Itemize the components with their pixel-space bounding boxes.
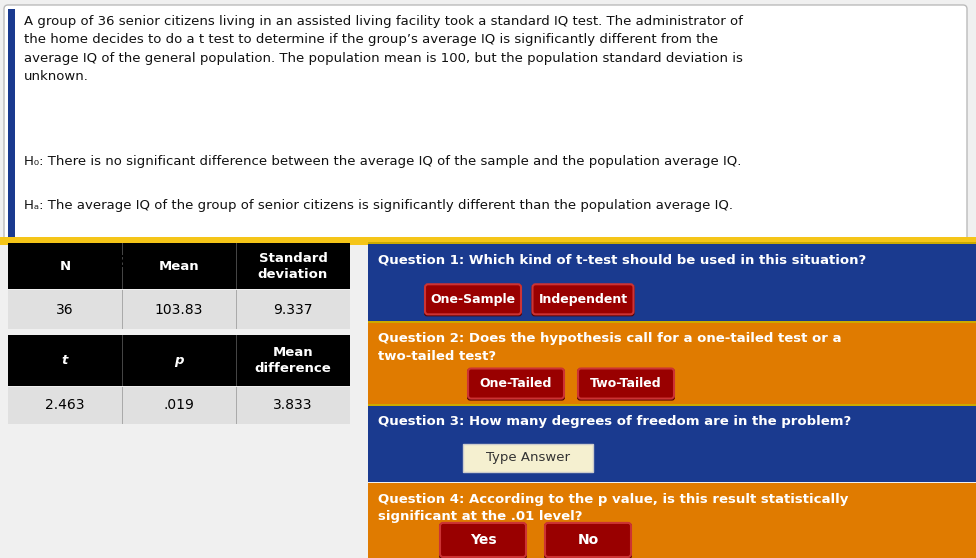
Bar	[368, 242, 976, 244]
FancyBboxPatch shape	[544, 523, 632, 558]
Text: .019: .019	[164, 398, 194, 412]
Text: 36: 36	[57, 303, 74, 317]
Bar	[368, 243, 976, 321]
Bar	[235, 243, 236, 289]
Text: One-Sample: One-Sample	[430, 293, 515, 306]
FancyBboxPatch shape	[545, 523, 631, 557]
Text: Question 3: How many degrees of freedom are in the problem?: Question 3: How many degrees of freedom …	[378, 415, 851, 427]
FancyBboxPatch shape	[532, 284, 634, 316]
Bar	[8, 243, 350, 289]
Text: Descriptive Statistics: Descriptive Statistics	[14, 255, 197, 270]
FancyBboxPatch shape	[424, 284, 522, 316]
Text: No: No	[578, 533, 598, 547]
Text: 103.83: 103.83	[155, 303, 203, 317]
Text: Mean: Mean	[159, 259, 199, 273]
FancyBboxPatch shape	[578, 368, 674, 398]
Text: t: t	[61, 354, 68, 367]
Text: Mean
difference: Mean difference	[255, 346, 332, 375]
Bar	[0, 237, 976, 245]
Text: 3.833: 3.833	[273, 398, 312, 412]
Text: Standard
deviation: Standard deviation	[258, 252, 328, 281]
Text: t Test: t Test	[14, 339, 61, 354]
Text: A group of 36 senior citizens living in an assisted living facility took a stand: A group of 36 senior citizens living in …	[24, 15, 743, 84]
Bar	[8, 9, 15, 237]
Text: p: p	[175, 354, 183, 367]
Text: N: N	[60, 259, 70, 273]
Bar	[368, 323, 976, 403]
Bar	[235, 335, 236, 386]
Bar	[368, 405, 976, 482]
Bar	[121, 290, 123, 329]
Bar	[463, 444, 593, 472]
Bar	[121, 335, 123, 386]
Bar	[8, 290, 350, 329]
FancyBboxPatch shape	[425, 284, 521, 314]
Text: Hₐ: The average IQ of the group of senior citizens is significantly different th: Hₐ: The average IQ of the group of senio…	[24, 199, 733, 212]
FancyBboxPatch shape	[468, 368, 564, 398]
Text: One-Tailed: One-Tailed	[480, 377, 552, 390]
FancyBboxPatch shape	[467, 368, 565, 401]
FancyBboxPatch shape	[577, 368, 675, 401]
Text: H₀: There is no significant difference between the average IQ of the sample and : H₀: There is no significant difference b…	[24, 155, 742, 168]
Text: Type Answer: Type Answer	[486, 451, 570, 464]
Text: Independent: Independent	[539, 293, 628, 306]
Bar	[235, 290, 236, 329]
Bar	[368, 403, 976, 406]
Text: Question 4: According to the p value, is this result statistically
significant a: Question 4: According to the p value, is…	[378, 493, 848, 523]
Bar	[368, 483, 976, 558]
FancyBboxPatch shape	[4, 5, 967, 240]
Text: Question 2: Does the hypothesis call for a one-tailed test or a
two-tailed test?: Question 2: Does the hypothesis call for…	[378, 333, 841, 363]
Text: Two-Tailed: Two-Tailed	[590, 377, 662, 390]
Bar	[8, 335, 350, 386]
Text: Yes: Yes	[469, 533, 497, 547]
Bar	[121, 387, 123, 424]
Text: 2.463: 2.463	[45, 398, 85, 412]
FancyBboxPatch shape	[440, 523, 526, 557]
Bar	[368, 321, 976, 324]
FancyBboxPatch shape	[533, 284, 633, 314]
Bar	[8, 387, 350, 424]
Bar	[235, 387, 236, 424]
Text: 9.337: 9.337	[273, 303, 312, 317]
Text: Question 1: Which kind of t-test should be used in this situation?: Question 1: Which kind of t-test should …	[378, 253, 867, 266]
FancyBboxPatch shape	[439, 523, 527, 558]
Bar	[121, 243, 123, 289]
